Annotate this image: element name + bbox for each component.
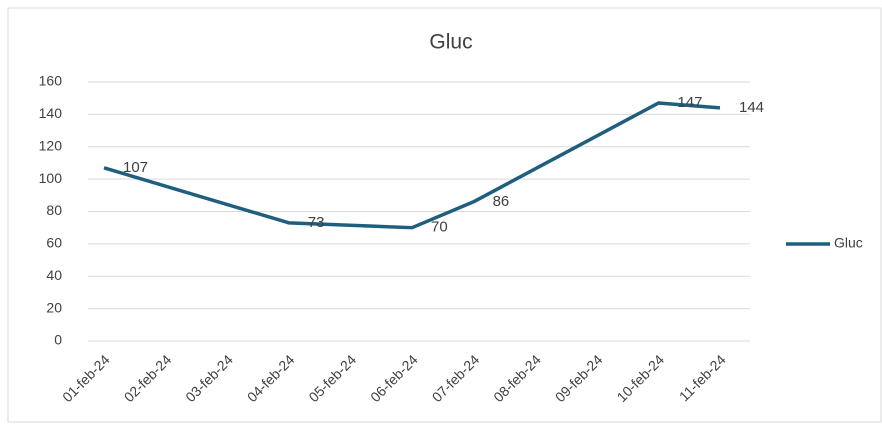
chart-title: Gluc	[429, 31, 472, 54]
y-tick-label: 60	[46, 235, 62, 251]
legend-label: Gluc	[834, 235, 863, 251]
line	[103, 101, 721, 230]
data-label: 73	[308, 214, 325, 231]
data-label: 70	[431, 219, 448, 236]
data-label: 144	[739, 99, 764, 116]
y-tick-label: 160	[39, 73, 63, 89]
y-tick-label: 140	[39, 105, 63, 121]
y-tick-label: 20	[46, 299, 62, 315]
y-tick-label: 80	[46, 202, 62, 218]
y-tick-label: 40	[46, 267, 62, 283]
y-tick-label: 120	[39, 137, 63, 153]
data-label: 86	[493, 193, 510, 210]
y-tick-label: 100	[39, 170, 63, 186]
y-tick-label: 0	[54, 332, 62, 348]
data-label: 107	[123, 159, 148, 176]
data-label: 147	[677, 94, 702, 111]
